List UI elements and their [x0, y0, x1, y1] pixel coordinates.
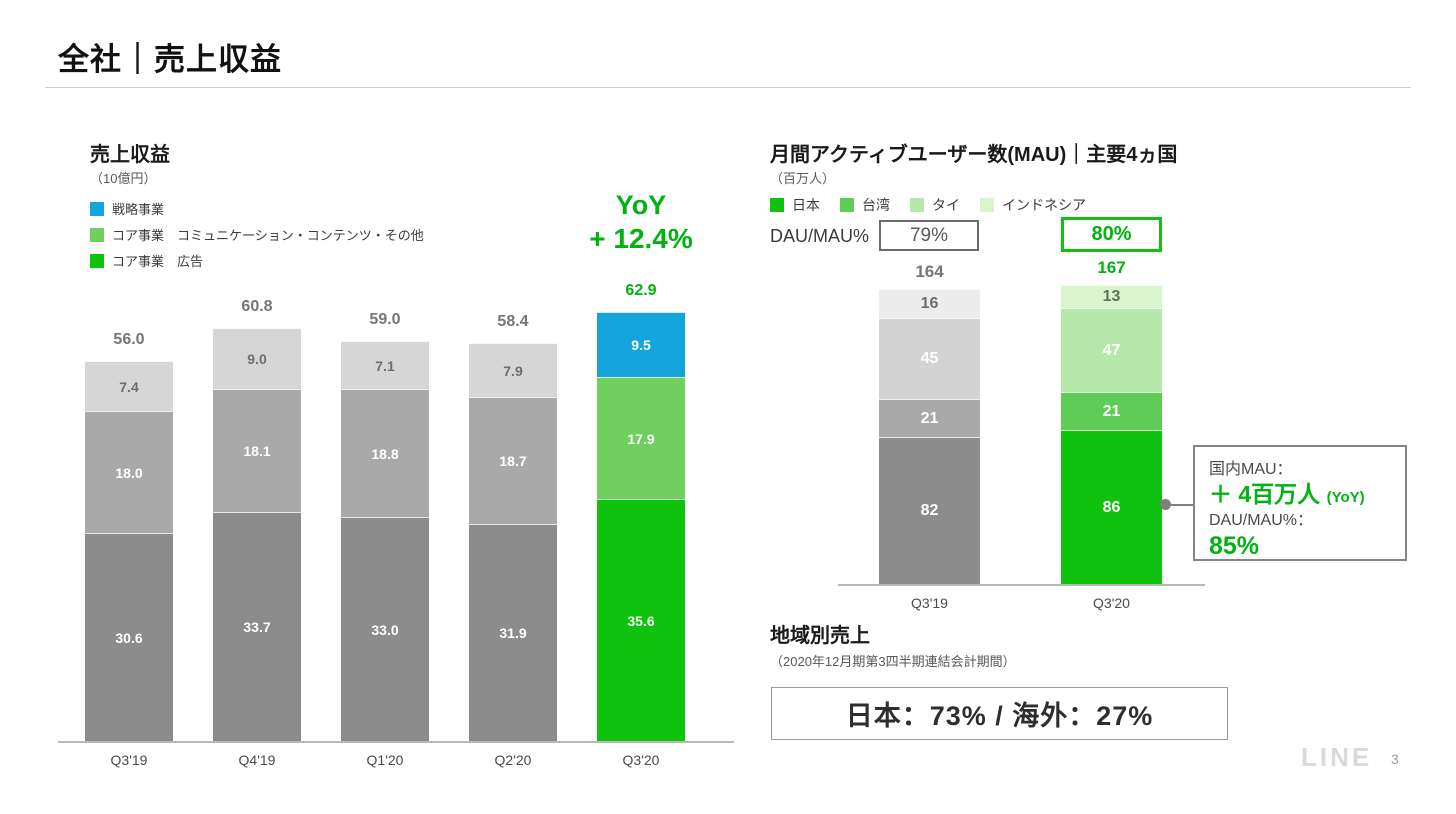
mau-legend: 日本 台湾 タイ インドネシア [770, 195, 1086, 215]
page-title: 全社｜売上収益 [58, 42, 282, 77]
bar-segment: 33.7 [213, 512, 301, 741]
callout-mau-label: 国内MAU： [1209, 461, 1293, 478]
legend-item: 日本 [770, 195, 820, 215]
bar-segment: 18.0 [85, 411, 173, 533]
callout-connector-dot [1160, 499, 1171, 510]
bar-total-label: 62.9 [625, 282, 657, 299]
region-title: 地域別売上 [770, 625, 870, 647]
dau-mau-label: DAU/MAU% [770, 226, 870, 246]
legend-swatch-icon [910, 198, 924, 212]
bar-total-label: 58.4 [497, 313, 529, 330]
legend-item: 台湾 [840, 195, 890, 215]
legend-item: 戦略事業 [90, 199, 424, 218]
bar-column: 86 21 47 13 167 Q3'20 [1061, 258, 1162, 611]
mau-callout-box: 国内MAU： ＋ 4百万人 (YoY) DAU/MAU%： 85% [1193, 445, 1407, 561]
bar-segment: 33.0 [341, 517, 429, 741]
bar-segment: 21 [879, 399, 980, 437]
yoy-annotation: YoY + 12.4% [552, 189, 730, 255]
bar-segment: 18.1 [213, 389, 301, 512]
callout-dau-label: DAU/MAU%： [1209, 511, 1314, 529]
bar-segment-highlight: 13 [1061, 285, 1162, 308]
callout-mau-value: ＋ 4百万人 (YoY) [1209, 481, 1391, 509]
bar-total-label: 56.0 [113, 331, 145, 348]
revenue-chart-axis [58, 741, 734, 743]
bar-segment-highlight: 86 [1061, 430, 1162, 584]
legend-label: コア事業 広告 [112, 254, 204, 269]
bar-column: 82 21 45 16 164 Q3'19 [879, 262, 980, 611]
legend-swatch-icon [770, 198, 784, 212]
legend-label: コア事業 コミュニケーション・コンテンツ・その他 [112, 228, 424, 243]
mau-chart-title: 月間アクティブユーザー数(MAU)｜主要4ヵ国 [770, 144, 1178, 166]
bar-total-label: 59.0 [369, 311, 401, 328]
legend-label: インドネシア [1002, 197, 1086, 213]
legend-label: 日本 [792, 197, 820, 213]
legend-swatch-icon [980, 198, 994, 212]
legend-label: 戦略事業 [112, 202, 165, 217]
x-axis-label: Q3'20 [622, 752, 660, 768]
legend-swatch-icon [840, 198, 854, 212]
bar-total-label: 167 [1097, 258, 1126, 277]
callout-connector-line [1166, 504, 1194, 506]
legend-swatch-icon [90, 227, 104, 242]
bar-segment-highlight: 9.5 [597, 312, 685, 377]
x-axis-label: Q1'20 [366, 752, 404, 768]
bar-segment: 7.4 [85, 361, 173, 411]
region-subtitle: （2020年12月期第3四半期連結会計期間） [770, 654, 1016, 669]
callout-mau-yoy-suffix: (YoY) [1326, 489, 1365, 507]
callout-dau-value: 85% [1209, 531, 1260, 560]
yoy-value: + 12.4% [589, 223, 693, 254]
bar-total-label: 164 [915, 262, 944, 281]
x-axis-label: Q3'19 [110, 752, 148, 768]
bar-segment: 45 [879, 318, 980, 399]
legend-swatch-icon [90, 201, 104, 216]
bar-segment-highlight: 47 [1061, 308, 1162, 392]
bar-segment: 18.8 [341, 389, 429, 517]
revenue-chart-title: 売上収益 [90, 144, 170, 166]
legend-item: タイ [910, 195, 960, 215]
revenue-chart-unit: （10億円） [90, 171, 157, 186]
bar-segment-highlight: 35.6 [597, 499, 685, 741]
bar-segment: 31.9 [469, 524, 557, 741]
bar-segment: 7.1 [341, 341, 429, 389]
yoy-label: YoY [615, 190, 667, 220]
x-axis-label: Q3'20 [1093, 595, 1130, 611]
bar-segment: 82 [879, 437, 980, 584]
revenue-legend: 戦略事業コア事業 コミュニケーション・コンテンツ・その他 コア事業 広告 [90, 199, 424, 270]
legend-label: タイ [932, 197, 960, 213]
bar-segment: 16 [879, 289, 980, 318]
bar-column: 31.9 18.7 7.9 58.4 Q2'20 [469, 313, 557, 768]
page-number: 3 [1391, 751, 1399, 767]
region-split-box: 日本：73% / 海外：27% [771, 687, 1228, 740]
legend-item: コア事業 コミュニケーション・コンテンツ・その他 [90, 225, 424, 244]
x-axis-label: Q2'20 [494, 752, 532, 768]
callout-mau-delta: ＋ 4百万人 [1209, 481, 1321, 508]
x-axis-label: Q3'19 [911, 595, 948, 611]
x-axis-label: Q4'19 [238, 752, 276, 768]
bar-column: 33.0 18.8 7.1 59.0 Q1'20 [341, 311, 429, 768]
bar-segment: 30.6 [85, 533, 173, 741]
dau-mau-current-box: 80% [1061, 217, 1162, 252]
line-logo: LINE [1301, 742, 1373, 772]
bar-column: 33.7 18.1 9.0 60.8 Q4'19 [213, 298, 301, 768]
mau-chart-unit: （百万人） [770, 171, 836, 186]
legend-swatch-icon [90, 253, 104, 268]
header-divider [45, 87, 1411, 88]
legend-item: インドネシア [980, 195, 1086, 215]
mau-chart-axis [838, 584, 1205, 586]
bar-column: 30.6 18.0 7.4 56.0 Q3'19 [85, 331, 173, 768]
bar-segment-highlight: 21 [1061, 392, 1162, 430]
legend-item: コア事業 広告 [90, 251, 424, 270]
bar-total-label: 60.8 [241, 298, 273, 315]
bar-segment: 9.0 [213, 328, 301, 389]
bar-segment-highlight: 17.9 [597, 377, 685, 499]
bar-segment: 18.7 [469, 397, 557, 524]
bar-segment: 7.9 [469, 343, 557, 397]
legend-label: 台湾 [862, 197, 890, 213]
bar-column: 35.6 17.9 9.5 62.9 Q3'20 [597, 282, 685, 768]
dau-mau-previous-box: 79% [879, 220, 979, 251]
